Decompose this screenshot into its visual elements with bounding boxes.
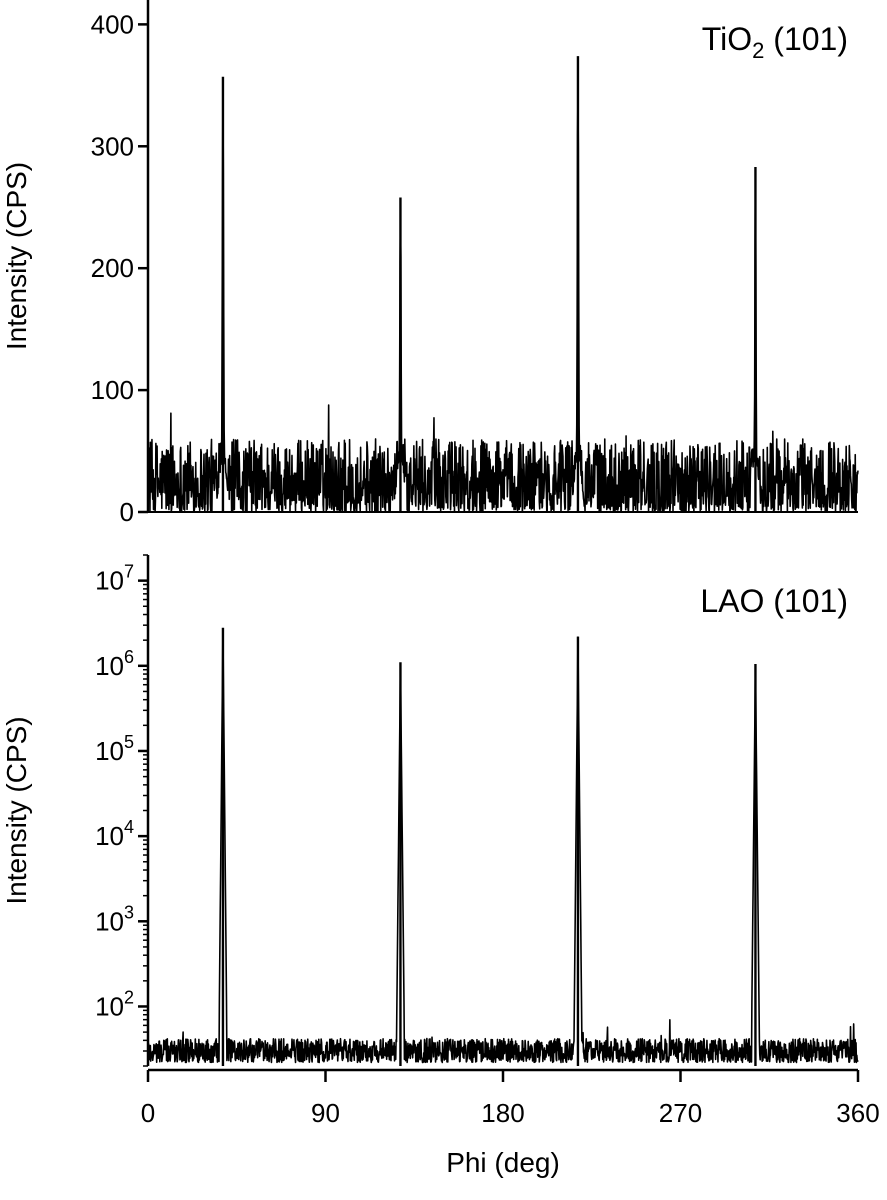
lao-phi-scan-panel: 102 103 104 105 106 107 Intensity (CPS) LAO (10… [1,554,880,1178]
x-tick-label: 180 [481,1098,524,1128]
y-tick-label: 104 [95,817,134,851]
y-tick-label: 0 [120,497,134,527]
y-tick-label: 105 [95,732,134,766]
y-tick-label: 102 [95,987,134,1021]
tio2-phi-scan-panel: 0 100 200 300 400 Intensity (CPS) TiO2 (101) [1,0,859,527]
x-tick-label: 270 [659,1098,702,1128]
y-tick-label: 400 [91,9,134,39]
data-series-line [147,627,859,1064]
panel-label: LAO (101) [700,583,848,619]
x-tick-label: 90 [311,1098,340,1128]
y-tick-label: 200 [91,253,134,283]
panel-label: TiO2 (101) [702,21,848,63]
y-tick-label: 106 [95,647,134,681]
x-axis-label: Phi (deg) [446,1147,560,1178]
y-axis-label: Intensity (CPS) [1,162,32,350]
data-series-line [147,92,859,513]
y-tick-label: 103 [95,902,134,936]
x-tick-label: 360 [836,1098,879,1128]
x-tick-label: 0 [141,1098,155,1128]
y-tick-label: 100 [91,375,134,405]
y-tick-label: 107 [95,562,134,596]
y-axis-label: Intensity (CPS) [1,716,32,904]
y-tick-label: 300 [91,131,134,161]
